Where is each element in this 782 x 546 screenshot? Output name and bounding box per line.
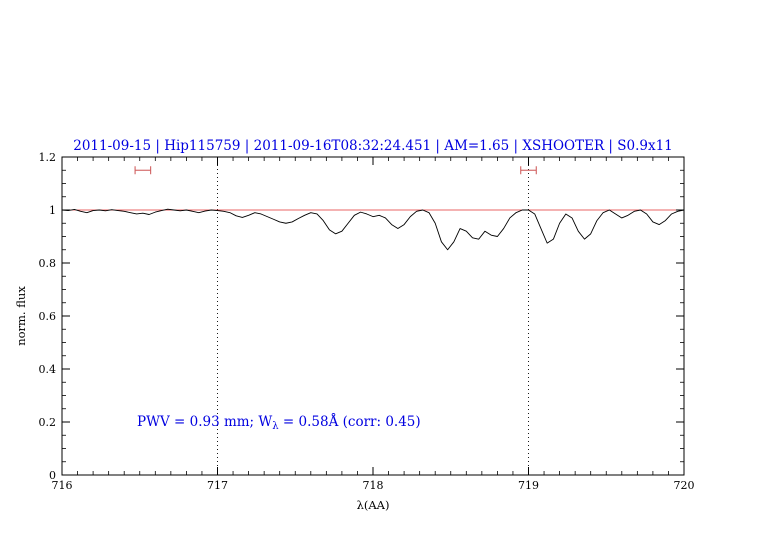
y-tick-label: 0.6 — [39, 310, 57, 323]
spectrum-line — [61, 208, 685, 251]
y-tick-label: 0.8 — [39, 257, 57, 270]
y-tick-label: 0.2 — [39, 416, 57, 429]
x-tick-label: 716 — [52, 479, 73, 492]
y-tick-label: 1 — [49, 204, 56, 217]
chart-layers: 716 717 718 719 720 0 0.2 0.4 0.6 0.8 1 1.2 — [39, 151, 695, 492]
x-tick-label: 720 — [674, 479, 695, 492]
pwv-annotation-rest: = 0.58Å (corr: 0.45) — [279, 414, 421, 430]
pwv-annotation: PWV = 0.93 mm; Wλ = 0.58Å (corr: 0.45) — [137, 414, 421, 432]
y-tick-label: 1.2 — [39, 151, 57, 164]
x-tick-label: 717 — [207, 479, 228, 492]
y-axis-label: norm. flux — [14, 286, 28, 346]
x-axis-label: λ(AA) — [357, 498, 390, 512]
chart-title: 2011-09-15 | Hip115759 | 2011-09-16T08:3… — [73, 138, 673, 154]
x-tick-label: 719 — [518, 479, 539, 492]
y-tick-label: 0.4 — [39, 363, 57, 376]
x-tick-label: 718 — [363, 479, 384, 492]
pwv-annotation-sub: λ — [272, 421, 279, 432]
y-tick-label: 0 — [49, 469, 56, 482]
pwv-annotation-main: PWV = 0.93 mm; W — [137, 414, 272, 430]
